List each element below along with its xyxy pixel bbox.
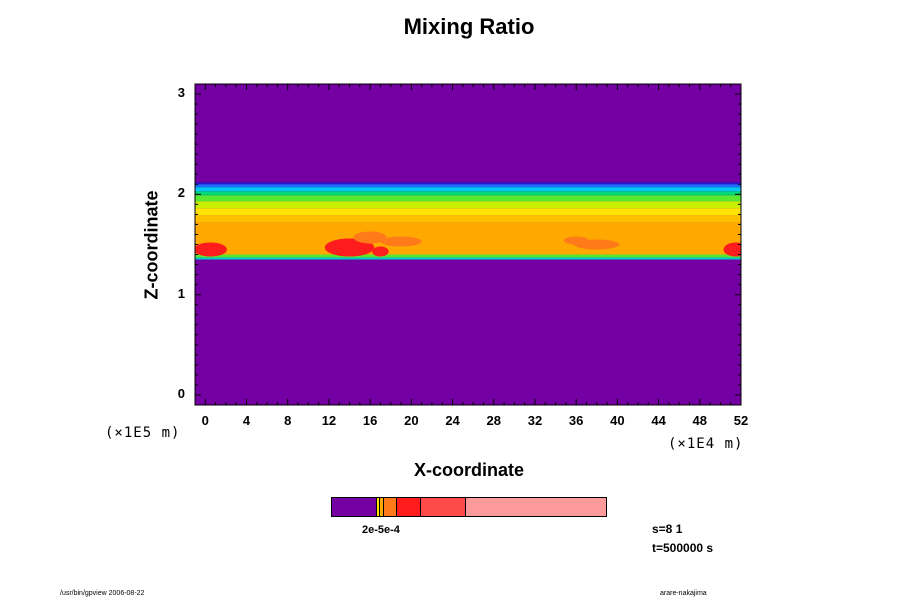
footer-right: arare-nakajima xyxy=(660,590,707,597)
contour-patch-7 xyxy=(574,239,620,250)
x-tick-label: 20 xyxy=(404,413,419,428)
x-tick-label: 4 xyxy=(242,413,251,428)
chart-title: Mixing Ratio xyxy=(403,14,535,39)
x-tick-label: 48 xyxy=(692,413,708,428)
x-tick-label: 0 xyxy=(201,413,209,428)
y-tick-label: 2 xyxy=(177,185,185,201)
contour-band-8 xyxy=(195,222,741,255)
contour-patch-1 xyxy=(324,238,375,257)
contour-band-7 xyxy=(195,215,741,223)
y-tick-label: 1 xyxy=(177,285,185,301)
footer-left: /usr/bin/gpview 2006-08-22 xyxy=(60,590,145,597)
colorbar-label: 2e-5e-4 xyxy=(362,524,400,536)
contour-patch-2 xyxy=(372,246,389,257)
x-axis-label: X-coordinate xyxy=(413,460,524,480)
time-label: t=500000 s xyxy=(652,541,714,555)
x-tick-label: 28 xyxy=(486,413,501,428)
contour-band-4 xyxy=(195,195,741,202)
contour-patch-5 xyxy=(380,236,422,247)
contour-band-5 xyxy=(195,201,741,209)
colorbar-segment xyxy=(383,498,398,516)
step-label: s=8 1 xyxy=(652,522,683,536)
colorbar xyxy=(331,497,607,517)
x-tick-label: 32 xyxy=(527,413,543,428)
contour-band-6 xyxy=(195,208,741,216)
x-tick-label: 24 xyxy=(445,413,460,428)
x-unit-label: (×1E4 m) xyxy=(668,436,744,452)
contour-band-10 xyxy=(195,257,741,260)
x-tick-label: 44 xyxy=(651,413,666,428)
colorbar-segment xyxy=(420,498,466,516)
colorbar-segment xyxy=(332,498,378,516)
y-unit-label: (×1E5 m) xyxy=(105,425,181,441)
x-tick-label: 36 xyxy=(568,413,584,428)
x-tick-label: 40 xyxy=(610,413,625,428)
x-tick-label: 12 xyxy=(321,413,337,428)
colorbar-segment xyxy=(397,498,421,516)
contour-band-2 xyxy=(195,187,741,192)
x-tick-label: 16 xyxy=(362,413,378,428)
x-tick-label: 52 xyxy=(733,413,749,428)
y-tick-label: 3 xyxy=(177,85,185,101)
contour-band-0 xyxy=(195,182,741,185)
contour-patch-3 xyxy=(723,242,741,257)
contour-band-3 xyxy=(195,191,741,196)
colorbar-segment xyxy=(465,498,606,516)
contour-band-9 xyxy=(195,254,741,258)
contour-patch-4 xyxy=(353,231,387,244)
x-tick-label: 8 xyxy=(284,413,292,428)
contour-patch-0 xyxy=(195,242,227,257)
colorbar-segment xyxy=(377,498,381,516)
y-axis-label: Z-coordinate xyxy=(141,190,162,300)
contour-band-1 xyxy=(195,184,741,188)
colorbar-segment xyxy=(380,498,384,516)
y-tick-label: 0 xyxy=(177,385,185,401)
